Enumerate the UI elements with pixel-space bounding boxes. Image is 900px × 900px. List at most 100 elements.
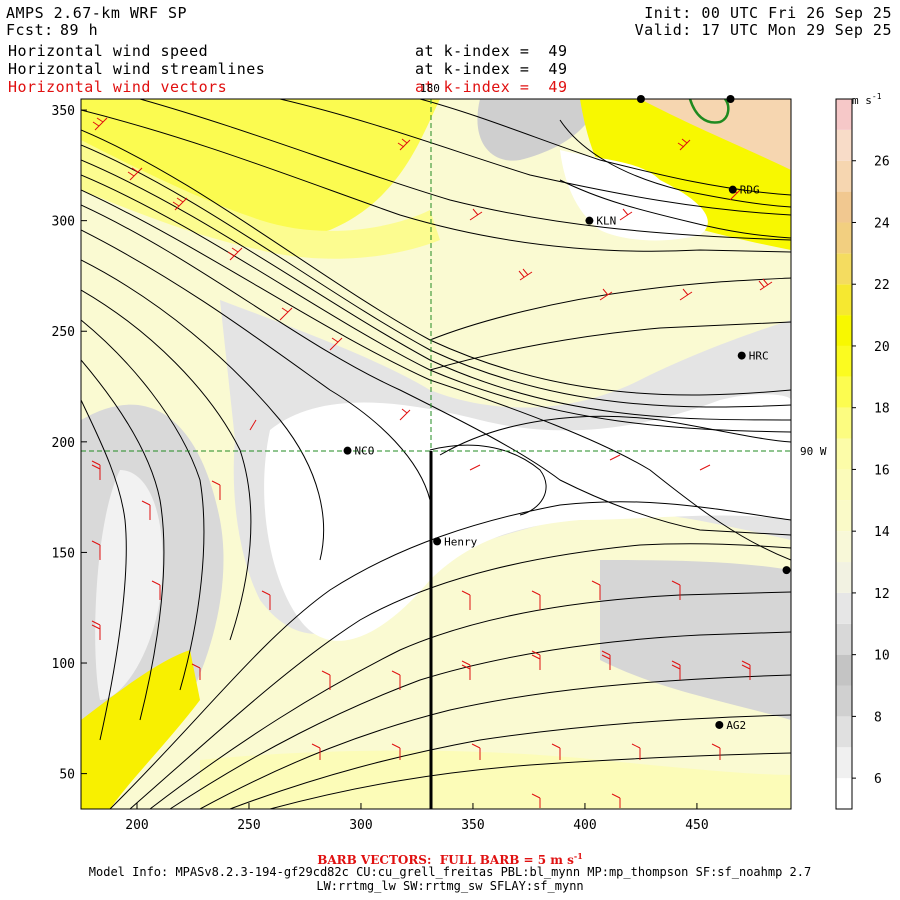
wind-barbs [91, 117, 773, 808]
coastline [688, 99, 730, 124]
field-level-streamlines: at k-index = 49 [415, 60, 568, 78]
colorbar-label: 26 [874, 155, 890, 170]
model-info-line2: LW:rrtmg_lw SW:rrtmg_sw SFLAY:sf_mynn [316, 879, 584, 893]
colorbar-segment [836, 345, 852, 377]
colorbar-segment [836, 623, 852, 655]
colorbar-label: 10 [874, 649, 890, 664]
colorbar-segment [836, 531, 852, 563]
speed-shading-jet-north [81, 99, 440, 236]
field-name-vectors: Horizontal wind vectors [8, 78, 228, 96]
y-tick-label: 200 [52, 436, 75, 451]
x-tick-label: 400 [573, 818, 596, 833]
colorbar-segment [836, 716, 852, 748]
colorbar-segment [836, 592, 852, 624]
meridian-label: 180 [420, 82, 440, 95]
field-name-streamlines: Horizontal wind streamlines [8, 60, 266, 78]
colorbar-label: 6 [874, 772, 882, 787]
station-label: KLN [596, 215, 616, 228]
speed-shading-max-northeast [640, 99, 791, 170]
speed-shading-grey-north [477, 99, 600, 161]
station-marker [782, 566, 791, 575]
init-time: Init: 00 UTC Fri 26 Sep 25 [644, 4, 892, 22]
parallel-label: 90 W [800, 445, 827, 458]
colorbar-segment [836, 654, 852, 686]
colorbar-segment [836, 747, 852, 779]
colorbar-segment [836, 778, 852, 809]
x-tick-label: 200 [125, 818, 148, 833]
y-tick-label: 350 [52, 104, 75, 119]
colorbar-label: 22 [874, 278, 890, 293]
colorbar-label: 8 [874, 710, 882, 725]
station-marker [636, 95, 645, 103]
colorbar-segment [836, 438, 852, 470]
speed-shading-south [200, 750, 791, 809]
valid-time: Valid: 17 UTC Mon 29 Sep 25 [634, 21, 892, 39]
y-tick-label: 250 [52, 325, 75, 340]
colorbar: 6 8 10 12 14 16 18 20 22 24 26 [835, 98, 890, 810]
colorbar-segment [836, 253, 852, 285]
colorbar-segment [836, 160, 852, 192]
colorbar-label: 18 [874, 402, 890, 417]
colorbar-segment [836, 191, 852, 223]
colorbar-segment [836, 407, 852, 439]
x-axis: 200 250 300 350 400 450 [125, 803, 709, 833]
speed-shading-calm-center [264, 394, 791, 641]
speed-shading-jet-southwest [81, 650, 200, 809]
colorbar-units-sup: -1 [872, 92, 882, 101]
forecast-hours: 89 h [60, 21, 99, 39]
colorbar-segment [836, 469, 852, 501]
field-level-vectors: at k-index = 49 [415, 78, 568, 96]
y-tick-label: 150 [52, 546, 75, 561]
colorbar-label: 16 [874, 463, 890, 478]
y-tick-label: 100 [52, 657, 75, 672]
colorbar-segment [836, 376, 852, 408]
x-tick-label: 250 [237, 818, 260, 833]
x-tick-label: 350 [461, 818, 484, 833]
barb-note: BARB VECTORS: FULL BARB = 5 m s-1 [0, 849, 900, 867]
model-title: AMPS 2.67-km WRF SP [6, 4, 188, 22]
colorbar-label: 24 [874, 216, 890, 231]
y-tick-label: 50 [59, 768, 75, 783]
colorbar-units-base: m s [852, 94, 872, 107]
station-marker [343, 446, 352, 455]
colorbar-label: 20 [874, 340, 890, 355]
field-name-speed: Horizontal wind speed [8, 42, 209, 60]
station-marker [728, 185, 737, 194]
field-level-speed: at k-index = 49 [415, 42, 568, 60]
plot-frame [80, 98, 792, 810]
barb-note-text: BARB VECTORS: FULL BARB = 5 m s [317, 853, 574, 867]
y-tick-label: 300 [52, 215, 75, 230]
station-marker [737, 351, 746, 360]
barb-note-sup: -1 [573, 851, 583, 861]
station-label: AG2 [726, 719, 746, 732]
x-tick-label: 450 [685, 818, 708, 833]
colorbar-segment [836, 222, 852, 254]
station-marker [585, 216, 594, 225]
colorbar-label: 14 [874, 525, 890, 540]
colorbar-units: m s-1 [852, 92, 882, 107]
colorbar-segment [836, 315, 852, 346]
model-info-line1: Model Info: MPASv8.2.3-194-gf29cd82c CU:… [88, 865, 812, 879]
forecast-label: Fcst: [6, 21, 54, 39]
colorbar-label: 12 [874, 587, 890, 602]
x-tick-label: 300 [349, 818, 372, 833]
station-label: HRC [749, 350, 769, 363]
station-label: NCO [355, 445, 375, 458]
colorbar-segment [836, 685, 852, 717]
colorbar-segment [836, 99, 852, 130]
station-marker [715, 720, 724, 729]
colorbar-frame [835, 98, 853, 810]
speed-shading-jet-north-edge [81, 140, 440, 259]
colorbar-segment [836, 129, 852, 161]
speed-shading-grey-east [600, 560, 791, 720]
colorbar-segment [836, 500, 852, 532]
colorbar-segment [836, 562, 852, 593]
streamlines [81, 99, 791, 809]
speed-shading-light-west [95, 470, 163, 700]
colorbar-segment [836, 284, 852, 316]
wind-map: 200 250 300 350 400 450 50100150200250300350 … [52, 82, 890, 833]
station-marker [433, 537, 442, 546]
station-marker [726, 95, 735, 103]
y-axis: 50 100 150 200 250 300 350 [52, 104, 87, 783]
station-label: RDG [740, 184, 760, 197]
